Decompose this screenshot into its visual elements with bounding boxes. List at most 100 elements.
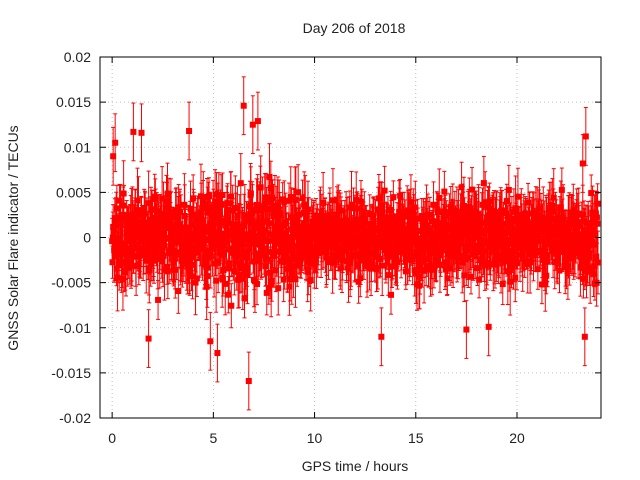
point-marker <box>123 232 130 239</box>
point-marker <box>275 285 282 292</box>
point-marker <box>168 209 175 216</box>
point-marker <box>253 256 260 263</box>
data-point <box>219 172 226 218</box>
point-marker <box>287 235 294 242</box>
point-marker <box>288 270 295 277</box>
point-marker <box>262 194 269 201</box>
point-marker <box>199 245 206 252</box>
point-marker <box>343 257 350 264</box>
point-marker <box>264 238 271 245</box>
point-marker <box>160 210 167 217</box>
point-marker <box>216 212 223 219</box>
point-marker <box>272 267 279 274</box>
point-marker <box>149 223 156 230</box>
point-marker <box>234 237 241 244</box>
point-marker <box>290 263 297 270</box>
point-marker <box>225 232 232 239</box>
point-marker <box>270 213 277 220</box>
point-marker <box>330 259 337 266</box>
point-marker <box>282 253 289 260</box>
point-marker <box>247 190 254 197</box>
point-marker <box>198 209 205 216</box>
data-series <box>109 76 601 411</box>
point-marker <box>388 291 395 298</box>
point-marker <box>174 213 181 220</box>
point-marker <box>255 250 262 257</box>
point-marker <box>292 275 299 282</box>
point-marker <box>175 204 182 211</box>
point-marker <box>140 247 147 254</box>
point-marker <box>129 211 136 218</box>
point-marker <box>261 252 268 259</box>
point-marker <box>313 213 320 220</box>
point-marker <box>158 214 165 221</box>
point-marker <box>325 259 332 266</box>
point-marker <box>246 245 253 252</box>
point-marker <box>297 223 304 230</box>
point-marker <box>163 198 170 205</box>
point-marker <box>193 275 200 282</box>
point-marker <box>251 232 258 239</box>
point-marker <box>381 187 388 194</box>
point-marker <box>231 267 238 274</box>
point-marker <box>192 279 199 286</box>
point-marker <box>235 276 242 283</box>
point-marker <box>236 271 243 278</box>
point-marker <box>212 229 219 236</box>
point-marker <box>304 206 311 213</box>
point-marker <box>361 257 368 264</box>
point-marker <box>219 276 226 283</box>
point-marker <box>265 284 272 291</box>
point-marker <box>256 235 263 242</box>
point-marker <box>221 231 228 238</box>
point-marker <box>262 263 269 270</box>
point-marker <box>259 204 266 211</box>
point-marker <box>268 281 275 288</box>
point-marker <box>126 235 133 242</box>
point-marker <box>186 268 193 275</box>
point-marker <box>159 195 166 202</box>
point-marker <box>276 234 283 241</box>
point-marker <box>231 234 238 241</box>
point-marker <box>305 269 312 276</box>
point-marker <box>441 188 448 195</box>
point-marker <box>129 250 136 257</box>
point-marker <box>155 296 162 303</box>
point-marker <box>213 191 220 198</box>
point-marker <box>177 208 184 215</box>
point-marker <box>311 230 318 237</box>
point-marker <box>148 261 155 268</box>
point-marker <box>244 271 251 278</box>
point-marker <box>111 250 118 257</box>
point-marker <box>113 222 120 229</box>
point-marker <box>203 228 210 235</box>
point-marker <box>281 198 288 205</box>
point-marker <box>348 201 355 208</box>
point-marker <box>225 291 232 298</box>
point-marker <box>187 205 194 212</box>
point-marker <box>263 206 270 213</box>
point-marker <box>288 247 295 254</box>
point-marker <box>164 190 171 197</box>
point-marker <box>268 194 275 201</box>
point-marker <box>224 227 231 234</box>
point-marker <box>189 222 196 229</box>
point-marker <box>267 185 274 192</box>
point-marker <box>266 220 273 227</box>
point-marker <box>268 277 275 284</box>
point-marker <box>113 205 120 212</box>
point-marker <box>160 252 167 259</box>
point-marker <box>304 223 311 230</box>
point-marker <box>188 253 195 260</box>
point-marker <box>261 200 268 207</box>
point-marker <box>291 256 298 263</box>
point-marker <box>333 244 340 251</box>
point-marker <box>248 216 255 223</box>
point-marker <box>291 215 298 222</box>
point-marker <box>128 259 135 266</box>
point-marker <box>234 250 241 257</box>
data-point <box>175 268 182 314</box>
point-marker <box>126 264 133 271</box>
point-marker <box>185 227 192 234</box>
